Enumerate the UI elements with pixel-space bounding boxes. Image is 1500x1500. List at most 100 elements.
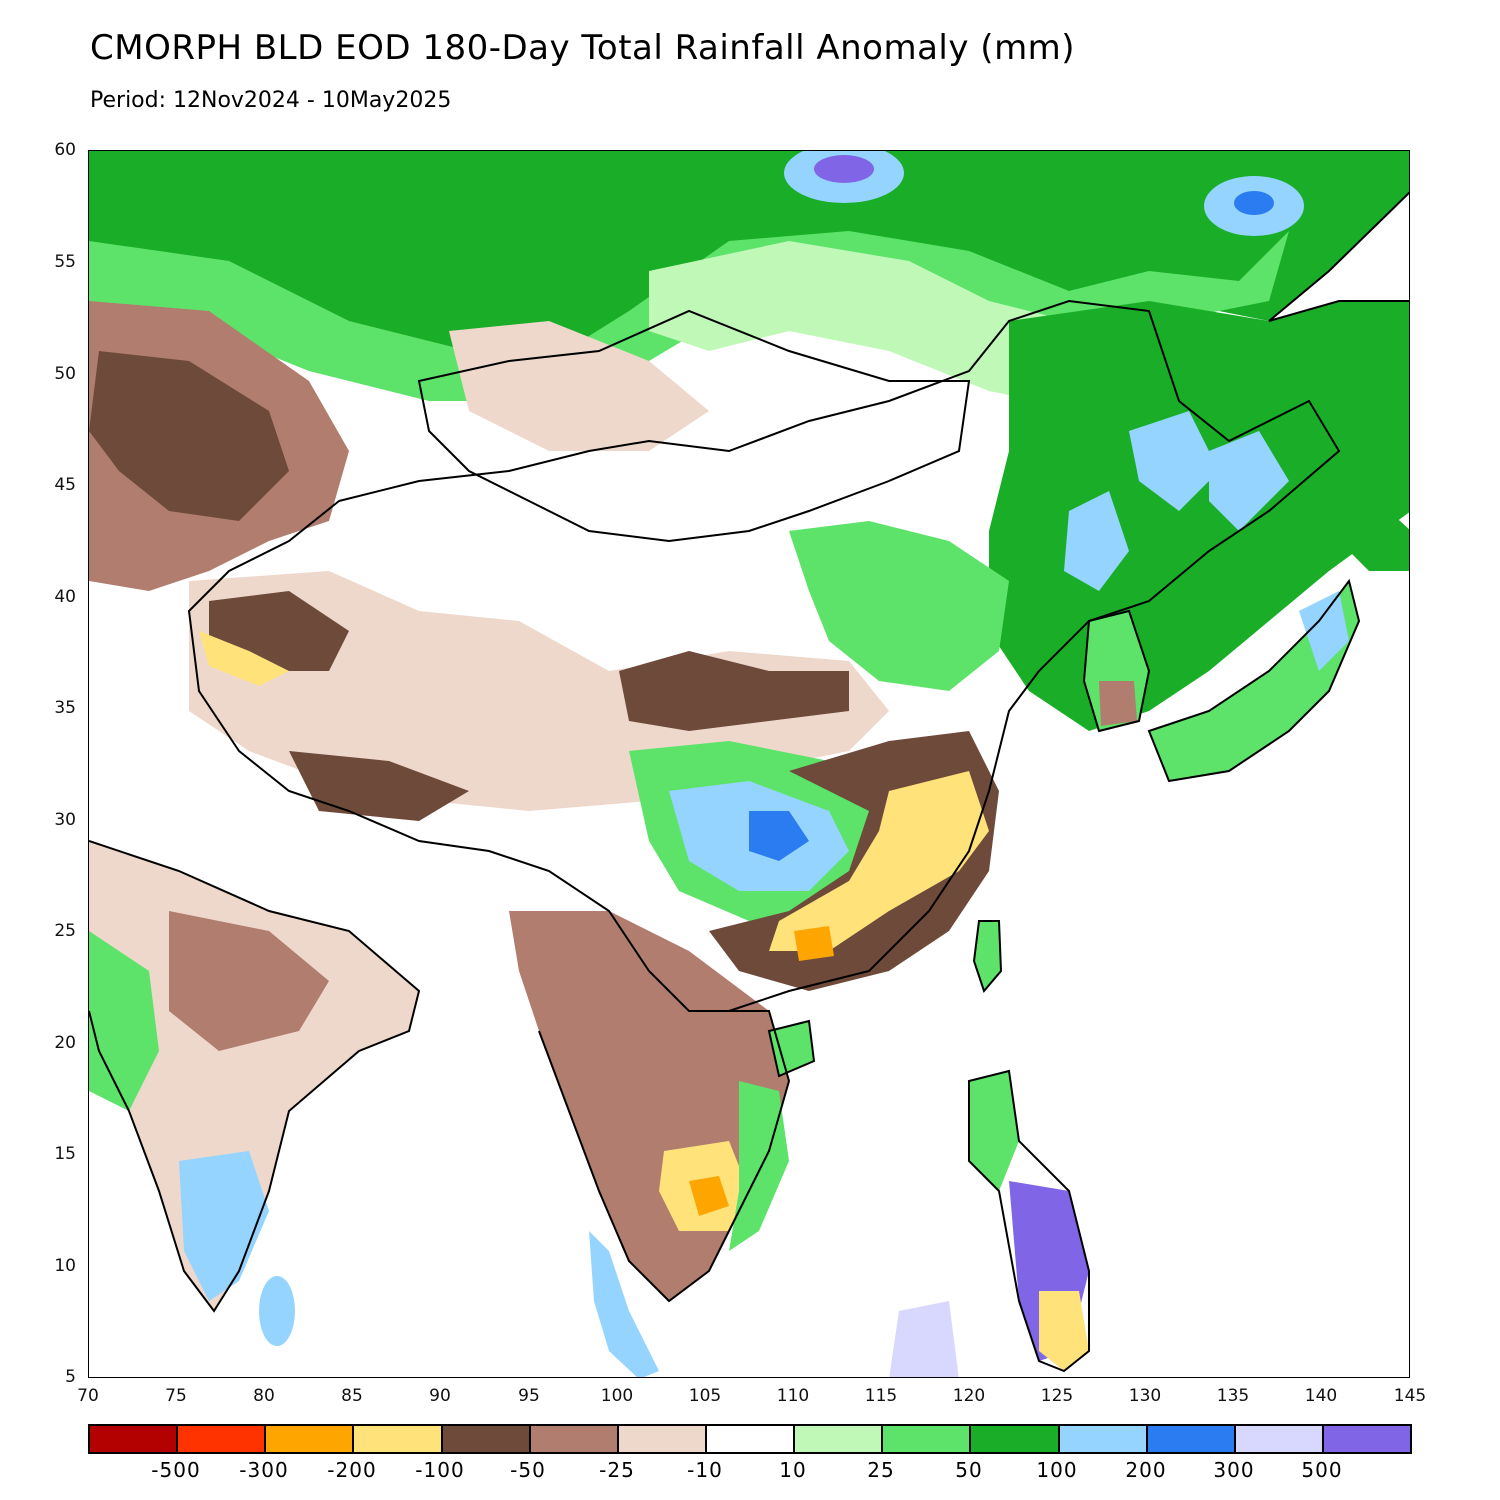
y-tick-50: 50	[54, 364, 76, 384]
cambodia-orange	[689, 1176, 729, 1216]
legend-label-2: -300	[239, 1458, 289, 1482]
legend-label-11: 100	[1036, 1458, 1078, 1482]
x-tick-115: 115	[864, 1386, 898, 1406]
china-border-outline	[187, 299, 1341, 1012]
india-border-outline	[89, 840, 421, 1313]
x-tick-100: 100	[600, 1386, 634, 1406]
x-tick-110: 110	[776, 1386, 810, 1406]
north-china-green	[789, 521, 1009, 691]
taiwan-coast-outline	[972, 920, 1003, 993]
x-tick-70: 70	[77, 1386, 99, 1406]
x-tick-80: 80	[253, 1386, 275, 1406]
indochina-coast-outline	[538, 1010, 791, 1303]
y-tick-20: 20	[54, 1033, 76, 1053]
japan-north	[1339, 511, 1409, 571]
legend-colorbar	[88, 1424, 1412, 1454]
legend-label-7: -10	[687, 1458, 723, 1482]
legend-swatch-12	[1059, 1426, 1148, 1452]
y-tick-5: 5	[65, 1367, 76, 1387]
y-tick-35: 35	[54, 698, 76, 718]
legend-swatch-9	[795, 1426, 884, 1452]
india-dark-patch	[169, 911, 329, 1051]
japan-coast-outline	[1147, 578, 1361, 783]
x-tick-140: 140	[1304, 1386, 1338, 1406]
mongolia-border-outline	[417, 309, 971, 543]
legend-label-3: -200	[327, 1458, 377, 1482]
x-tick-90: 90	[429, 1386, 451, 1406]
legend-swatch-13	[1147, 1426, 1236, 1452]
y-tick-10: 10	[54, 1256, 76, 1276]
legend-label-9: 25	[867, 1458, 895, 1482]
central-china-deep-blue	[749, 811, 809, 861]
south-china-yellow	[769, 771, 989, 951]
rainfall-anomaly-map	[88, 150, 1410, 1378]
y-tick-30: 30	[54, 810, 76, 830]
manchuria-blue-patch-1	[1064, 491, 1129, 591]
x-tick-85: 85	[341, 1386, 363, 1406]
legend-label-5: -50	[510, 1458, 546, 1482]
philippines-coast-outline	[968, 1069, 1090, 1373]
x-tick-95: 95	[518, 1386, 540, 1406]
gobi-light-brown	[449, 321, 709, 451]
y-tick-45: 45	[54, 475, 76, 495]
sri-lanka	[259, 1276, 295, 1346]
south-china-orange	[794, 926, 834, 961]
philippines-luzon	[969, 1071, 1019, 1191]
manchuria-blue-patch-3	[1209, 431, 1289, 531]
tibet-dark-patch-2	[289, 751, 469, 821]
legend-swatch-3	[266, 1426, 355, 1452]
y-tick-40: 40	[54, 587, 76, 607]
malay-peninsula	[589, 1231, 659, 1377]
legend-swatch-10	[883, 1426, 972, 1452]
siberia-blue-blob-2	[814, 155, 874, 183]
map-title: CMORPH BLD EOD 180-Day Total Rainfall An…	[90, 28, 1076, 68]
legend-swatch-15	[1323, 1426, 1411, 1452]
borneo-tip	[889, 1301, 959, 1377]
x-tick-105: 105	[688, 1386, 722, 1406]
y-tick-55: 55	[54, 252, 76, 272]
legend-swatch-6	[530, 1426, 619, 1452]
manchuria-blue-patch-2	[1129, 411, 1219, 511]
legend-label-4: -100	[415, 1458, 465, 1482]
legend-swatch-5	[442, 1426, 531, 1452]
legend-label-13: 300	[1213, 1458, 1255, 1482]
russia-coast-outline	[1268, 191, 1409, 322]
legend-swatch-7	[618, 1426, 707, 1452]
legend-label-10: 50	[955, 1458, 983, 1482]
legend-swatch-14	[1235, 1426, 1324, 1452]
legend-swatch-8	[706, 1426, 796, 1452]
map-canvas	[89, 151, 1409, 1377]
japan-blue	[1299, 591, 1349, 671]
philippines-mindanao	[1039, 1291, 1089, 1371]
vietnam-green-coast	[729, 1081, 789, 1251]
legend-swatch-11	[971, 1426, 1060, 1452]
hainan	[769, 1021, 814, 1076]
india-south-blue	[179, 1151, 269, 1301]
x-tick-120: 120	[952, 1386, 986, 1406]
legend-swatch-2	[178, 1426, 267, 1452]
y-tick-15: 15	[54, 1144, 76, 1164]
legend-swatch-4	[354, 1426, 443, 1452]
siberia-blue-blob-4	[1234, 191, 1274, 215]
legend-label-6: -25	[599, 1458, 635, 1482]
loess-dark-patch	[619, 651, 849, 731]
x-tick-130: 130	[1128, 1386, 1162, 1406]
korea-coast-outline	[1082, 609, 1151, 733]
legend-label-14: 500	[1301, 1458, 1343, 1482]
hainan-coast-outline	[767, 1019, 816, 1078]
period-label: Period: 12Nov2024 - 10May2025	[90, 88, 452, 113]
x-tick-145: 145	[1393, 1386, 1427, 1406]
taiwan	[974, 921, 1001, 991]
x-tick-125: 125	[1040, 1386, 1074, 1406]
kazakhstan-dark-patch	[89, 351, 289, 521]
legend-label-1: -500	[151, 1458, 201, 1482]
yellow-patch-kunlun	[199, 631, 289, 686]
y-tick-60: 60	[54, 140, 76, 160]
y-tick-25: 25	[54, 921, 76, 941]
legend-label-8: 10	[779, 1458, 807, 1482]
x-tick-135: 135	[1216, 1386, 1250, 1406]
korea-south-brown	[1099, 681, 1137, 726]
legend-label-12: 200	[1125, 1458, 1167, 1482]
x-tick-75: 75	[165, 1386, 187, 1406]
siberia-wet-region	[89, 151, 1409, 381]
